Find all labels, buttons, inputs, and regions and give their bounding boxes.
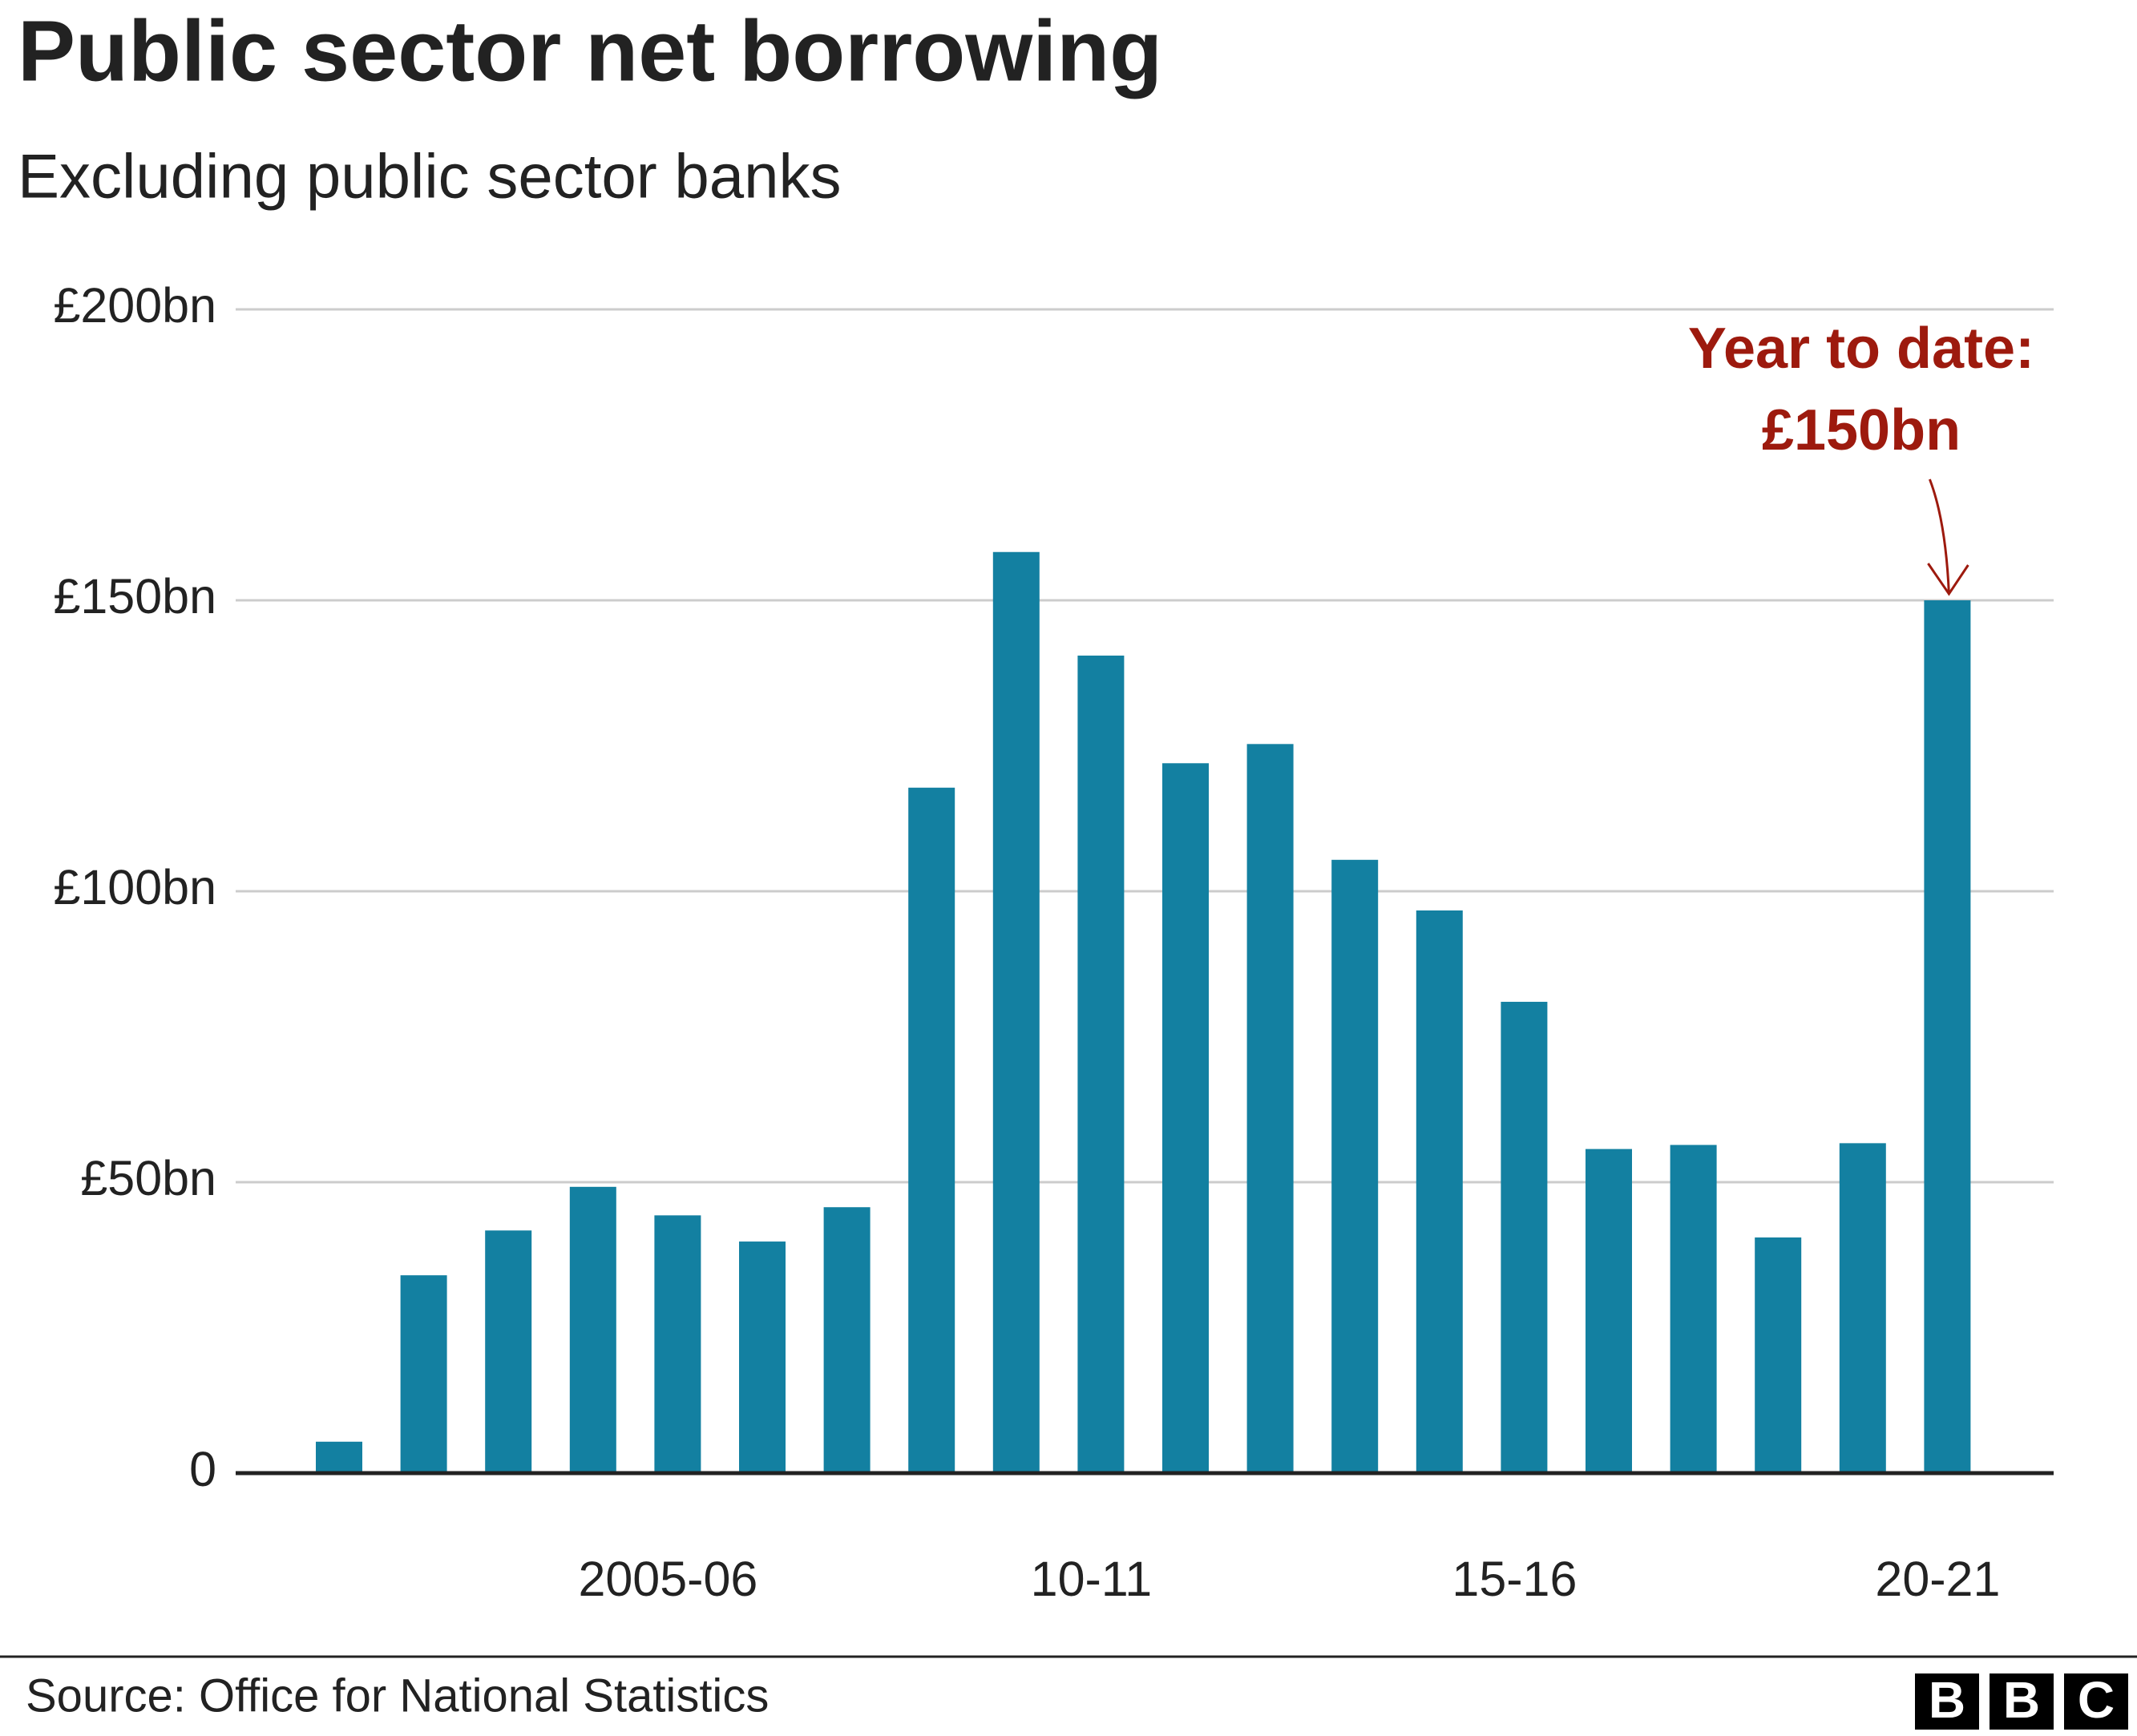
bar xyxy=(1416,910,1463,1473)
annotation: £150bn xyxy=(1762,398,1961,462)
bar xyxy=(992,551,1040,1474)
annotation-arrow xyxy=(1928,478,1950,595)
bar xyxy=(1839,1143,1886,1473)
bar xyxy=(1670,1145,1717,1473)
y-tick-label: 0 xyxy=(189,1442,216,1496)
logo-letter: B xyxy=(2003,1671,2040,1729)
bar xyxy=(1077,655,1125,1473)
annotation: Year to date: xyxy=(1688,317,2034,381)
bbc-logo: B B C xyxy=(1915,1671,2128,1730)
x-tick-label: 2005-06 xyxy=(578,1552,757,1606)
logo-block xyxy=(1915,1673,1979,1730)
logo-letter: B xyxy=(1929,1671,1965,1729)
bar xyxy=(485,1230,532,1473)
x-tick-label: 20-21 xyxy=(1875,1552,2000,1606)
chart-subtitle: Excluding public sector banks xyxy=(18,141,842,212)
bar xyxy=(400,1275,447,1473)
logo-block xyxy=(2064,1673,2128,1730)
bar xyxy=(908,787,955,1473)
x-tick-label: 10-11 xyxy=(1031,1552,1153,1606)
bar xyxy=(316,1441,362,1473)
y-tick-label: £150bn xyxy=(53,569,216,624)
source: Source: Office for National Statistics xyxy=(26,1669,769,1722)
bar xyxy=(823,1207,871,1473)
bar xyxy=(739,1241,786,1473)
bar xyxy=(1162,763,1209,1473)
bar xyxy=(1331,859,1379,1473)
bar xyxy=(1501,1001,1548,1473)
y-tick-label: £200bn xyxy=(53,278,216,333)
x-tick-label: 15-16 xyxy=(1452,1552,1577,1606)
y-tick-label: £50bn xyxy=(80,1151,216,1205)
bar xyxy=(1586,1149,1632,1473)
bar xyxy=(569,1186,616,1473)
y-tick-label: £100bn xyxy=(53,860,216,914)
bar xyxy=(1246,744,1294,1473)
bar xyxy=(654,1215,701,1473)
logo-letter: C xyxy=(2078,1671,2115,1729)
bar xyxy=(1755,1237,1802,1473)
bar xyxy=(1924,600,1971,1473)
chart-title: Public sector net borrowing xyxy=(18,2,1162,99)
annotation-arrowhead xyxy=(1927,563,1969,596)
logo-block xyxy=(1990,1673,2054,1730)
